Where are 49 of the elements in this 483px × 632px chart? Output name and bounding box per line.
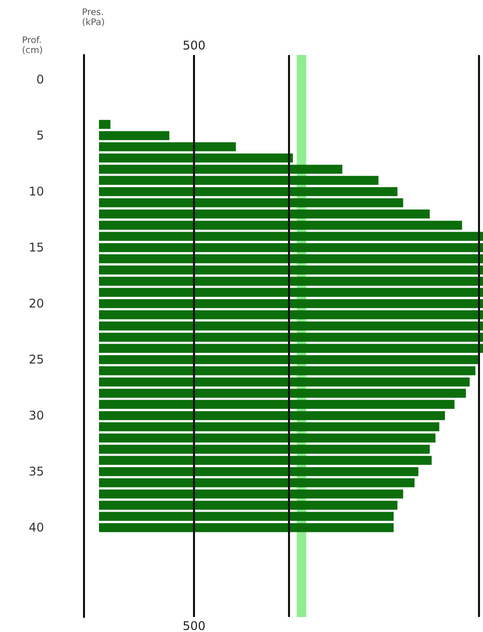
bar <box>99 198 404 208</box>
bar <box>99 288 483 297</box>
bar <box>99 523 394 532</box>
bar <box>99 478 415 488</box>
bar <box>99 299 483 308</box>
bar <box>99 366 476 376</box>
y-tick-label: 0 <box>36 72 44 87</box>
bar <box>99 322 483 330</box>
bar <box>99 456 432 465</box>
y-tick-label: 10 <box>28 184 44 199</box>
y-tick-label: 40 <box>28 520 44 535</box>
bar <box>99 164 342 174</box>
bar <box>99 400 454 409</box>
bar <box>99 276 483 286</box>
y-tick-label: 15 <box>28 240 44 255</box>
bar <box>99 500 398 510</box>
bar <box>99 187 398 196</box>
bar <box>99 512 394 521</box>
bar <box>99 310 483 320</box>
bar <box>99 444 430 454</box>
bar <box>99 243 483 252</box>
bar <box>99 210 430 218</box>
bar <box>99 344 483 353</box>
bar <box>99 388 466 398</box>
y-axis-title: Prof. (cm) <box>22 36 43 56</box>
bar <box>99 154 293 162</box>
bar <box>99 355 480 364</box>
bar <box>99 266 483 274</box>
y-tick-label: 5 <box>36 128 44 143</box>
bar <box>99 220 462 230</box>
bar <box>99 411 445 420</box>
bar <box>99 142 236 152</box>
text: Pres. (kPa) <box>82 8 105 28</box>
bar <box>99 176 378 185</box>
bar <box>99 232 483 241</box>
y-tick-label: 35 <box>28 464 44 479</box>
bar <box>99 467 418 476</box>
y-tick-label: 25 <box>28 352 44 367</box>
bar <box>99 254 483 264</box>
bar <box>99 434 436 442</box>
y-tick-label: 30 <box>28 408 44 423</box>
bar <box>99 120 110 129</box>
y-tick-label: 20 <box>28 296 44 311</box>
bar <box>99 490 404 498</box>
bar <box>99 422 440 432</box>
bar <box>99 332 483 342</box>
text: 500 <box>182 619 206 632</box>
bar <box>99 378 470 386</box>
bar <box>99 131 170 140</box>
